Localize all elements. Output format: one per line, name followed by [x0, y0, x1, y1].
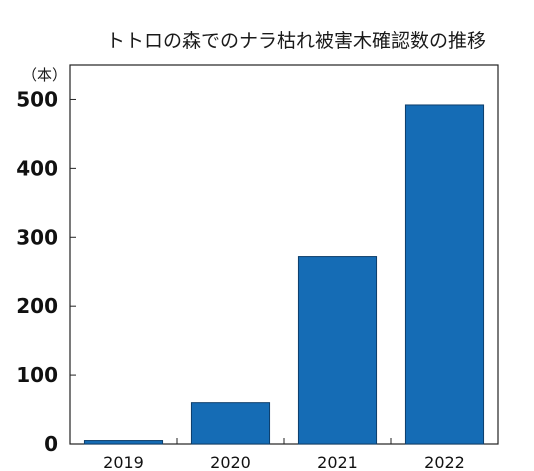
chart-title: トトロの森でのナラ枯れ被害木確認数の推移 [106, 30, 486, 52]
y-tick-label: 100 [16, 363, 58, 387]
y-tick-label: 400 [16, 156, 58, 180]
x-tick-label-2021: 2021 [317, 453, 358, 471]
bar-2020 [190, 402, 271, 445]
y-tick-label: 500 [16, 87, 58, 111]
y-tick-label: 300 [16, 225, 58, 249]
y-tick-label: 0 [44, 432, 58, 456]
x-tick-label-2020: 2020 [210, 453, 251, 471]
y-tick-label: 200 [16, 294, 58, 318]
y-axis: 0 100 200 300 400 500 [16, 87, 76, 456]
bars-group [83, 104, 485, 445]
x-tick-label-2022: 2022 [424, 453, 465, 471]
bar-2021 [297, 256, 378, 445]
y-axis-unit-label: （本） [22, 66, 67, 84]
x-tick-label-2019: 2019 [103, 453, 144, 471]
bar-2022 [404, 104, 485, 445]
bar-2019 [83, 440, 164, 445]
x-axis: 2019 2020 2021 2022 [103, 438, 465, 471]
